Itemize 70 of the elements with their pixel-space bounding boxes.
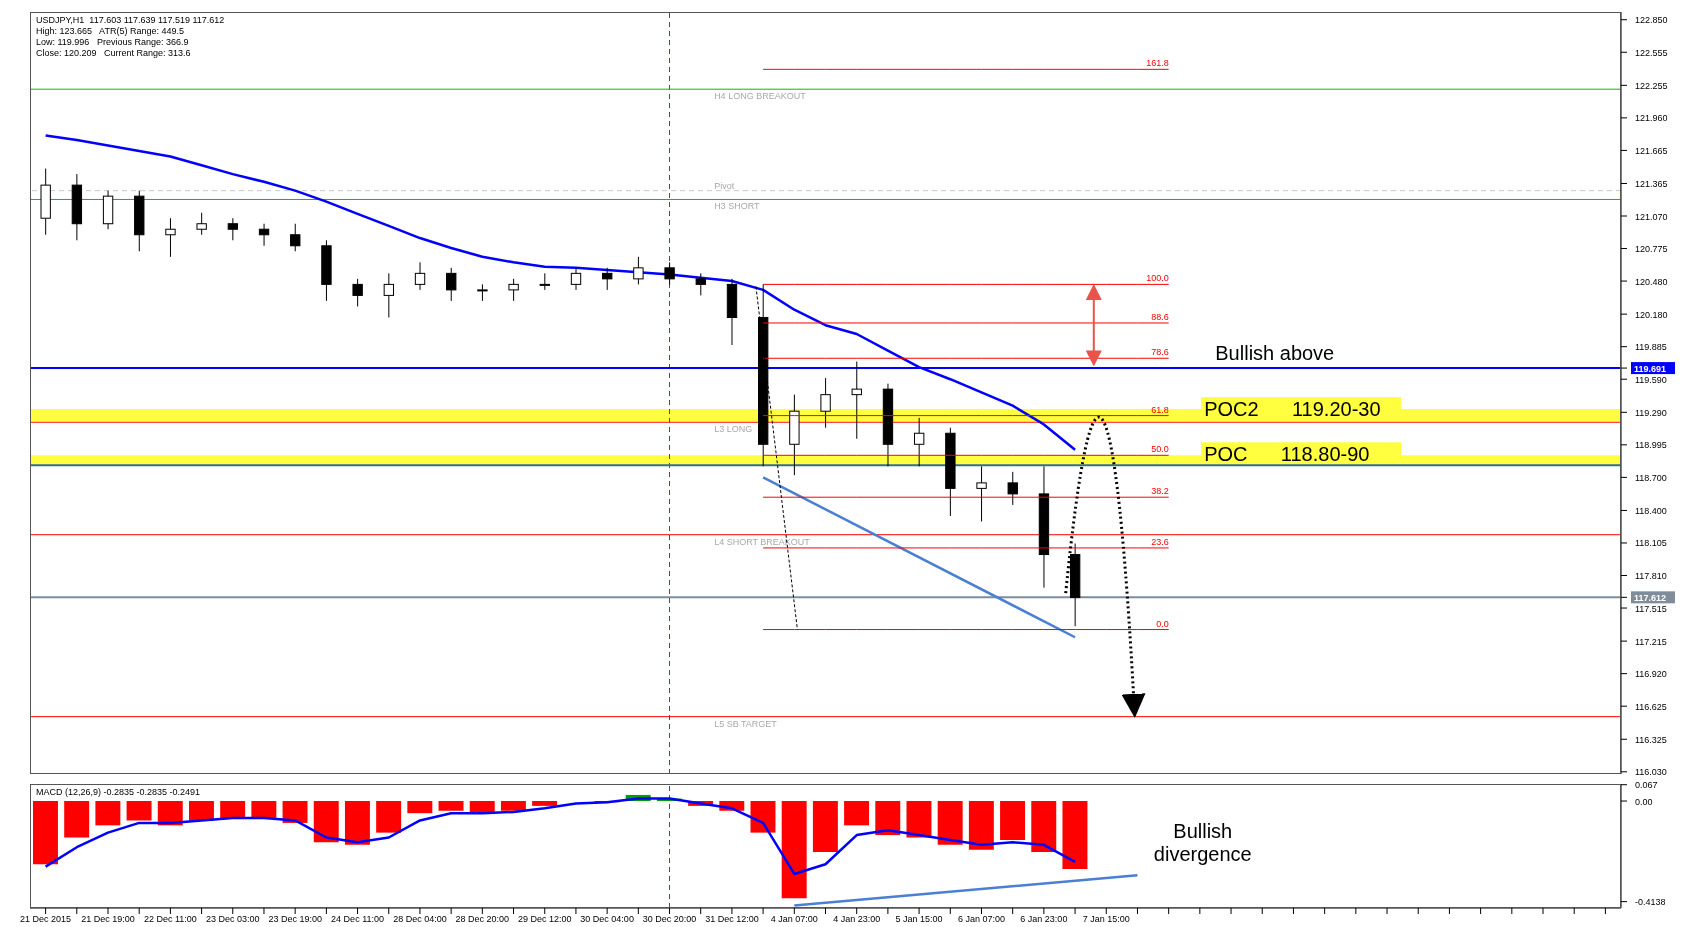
x-tick-label: 21 Dec 19:00	[81, 914, 135, 925]
x-tick-label: 31 Dec 12:00	[705, 914, 759, 925]
x-tick-label: 24 Dec 11:00	[331, 914, 384, 925]
y-tick-label: 117.515	[1635, 603, 1667, 614]
y-tick-label: 120.480	[1635, 276, 1668, 287]
ref-line-label: L3 LONG	[714, 424, 753, 435]
y-tick-label: 116.325	[1635, 734, 1667, 745]
y-tick-label: 120.775	[1635, 244, 1668, 255]
y-tick-label: 119.290	[1635, 407, 1667, 418]
annotation: High: 123.665 ATR(5) Range: 449.5	[36, 26, 184, 37]
x-tick-label: 22 Dec 11:00	[143, 914, 197, 925]
x-tick-label: 28 Dec 20:00	[455, 914, 510, 925]
y-tick-label: 116.625	[1635, 701, 1667, 712]
x-tick-label: 23 Dec 19:00	[268, 914, 322, 925]
y-tick-label: 117.215	[1635, 636, 1667, 647]
y-tick-label: 116.920	[1635, 669, 1667, 680]
y-tick-label: 0.00	[1635, 796, 1653, 807]
series-label: 100.0	[1146, 273, 1169, 284]
y-tick-label: 121.960	[1635, 113, 1668, 124]
y-tick-label: 121.365	[1635, 178, 1668, 189]
ref-line-label: H3 SHORT	[714, 201, 760, 212]
series-label: 23.6	[1151, 536, 1169, 547]
x-tick-label: 6 Jan 23:00	[1020, 914, 1068, 925]
y-tick-label: -0.4138	[1635, 897, 1666, 908]
annotation: Bullish above	[1215, 342, 1335, 365]
y-tick-label: 118.400	[1635, 505, 1667, 516]
series-label: 88.6	[1151, 311, 1169, 322]
annotation: Close: 120.209 Current Range: 313.6	[36, 48, 191, 59]
ref-line-label: H4 LONG BREAKOUT	[714, 91, 807, 102]
x-tick-label: 30 Dec 04:00	[580, 914, 634, 925]
y-tick-label: 119.885	[1635, 342, 1667, 353]
y-tick-label: 120.180	[1635, 309, 1668, 320]
x-tick-label: 29 Dec 12:00	[517, 914, 572, 925]
y-tick-label: 122.255	[1635, 80, 1668, 91]
chart-title: MACD (12,26,9) -0.2835 -0.2835 -0.2491	[36, 787, 201, 798]
y-tick-label: 0.067	[1635, 780, 1658, 791]
y-tick-label: 116.030	[1635, 767, 1667, 778]
y-tick-label: 117.612	[1634, 592, 1667, 603]
ref-line-label: L4 SHORT BREAKOUT	[714, 536, 811, 547]
y-tick-label: 118.105	[1635, 538, 1667, 549]
series-label: 0.0	[1156, 618, 1169, 629]
annotation: Low: 119.996 Previous Range: 366.9	[36, 37, 189, 48]
ref-line-label: L5 SB TARGET	[714, 718, 778, 729]
y-tick-label: 119.590	[1635, 374, 1667, 385]
y-tick-label: 122.850	[1635, 15, 1668, 26]
ref-line-label: Pivot	[714, 180, 735, 191]
chart-title: USDJPY,H1 117.603 117.639 117.519 117.612	[36, 15, 225, 26]
x-tick-label: 5 Jan 15:00	[895, 914, 943, 925]
y-tick-label: 119.691	[1634, 363, 1667, 374]
y-tick-label: 117.810	[1635, 571, 1667, 582]
series-label: 78.6	[1151, 347, 1169, 358]
y-tick-label: 121.070	[1635, 211, 1668, 222]
x-tick-label: 7 Jan 15:00	[1082, 914, 1130, 925]
x-tick-label: 28 Dec 04:00	[393, 914, 447, 925]
x-tick-label: 4 Jan 23:00	[833, 914, 881, 925]
x-tick-label: 21 Dec 2015	[20, 914, 72, 925]
x-tick-label: 6 Jan 07:00	[957, 914, 1005, 925]
band-label: POC 118.80-90	[1204, 443, 1370, 466]
y-tick-label: 121.665	[1635, 145, 1668, 156]
y-tick-label: 118.700	[1635, 472, 1667, 483]
y-tick-label: 118.995	[1635, 440, 1667, 451]
annotation: Bullish divergence	[1152, 820, 1253, 866]
series-label: 161.8	[1146, 58, 1169, 69]
band-label: POC2 119.20-30	[1204, 398, 1381, 421]
x-tick-label: 23 Dec 03:00	[206, 914, 260, 925]
y-tick-label: 122.555	[1635, 47, 1668, 58]
series-label: 50.0	[1151, 444, 1169, 455]
series-label: 38.2	[1151, 486, 1169, 497]
x-tick-label: 4 Jan 07:00	[770, 914, 818, 925]
x-tick-label: 30 Dec 20:00	[642, 914, 697, 925]
